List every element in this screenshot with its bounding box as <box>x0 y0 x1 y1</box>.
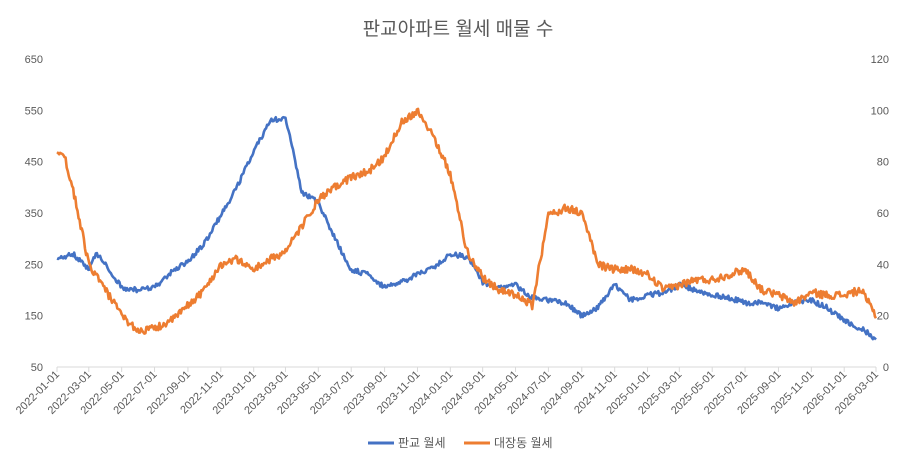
y-left-tick-label: 250 <box>25 259 43 271</box>
series-layer <box>56 107 878 341</box>
legend: 판교 월세 대장동 월세 <box>368 436 553 450</box>
y-right-tick-label: 80 <box>877 157 889 169</box>
y-left-tick-label: 550 <box>25 105 43 117</box>
y-right-tick-label: 40 <box>877 259 889 271</box>
y-right-tick-label: 0 <box>883 362 889 374</box>
y-left-tick-label: 50 <box>31 362 43 374</box>
y-right-tick-label: 60 <box>877 208 889 220</box>
y-right-tick-label: 120 <box>871 54 889 66</box>
series-line-2 <box>56 107 878 335</box>
axes: 501502503504505506500204060801001202022-… <box>14 54 889 417</box>
y-left-tick-label: 150 <box>25 311 43 323</box>
y-right-tick-label: 20 <box>877 311 889 323</box>
y-left-tick-label: 650 <box>25 54 43 66</box>
legend-label-1: 판교 월세 <box>398 436 446 450</box>
chart-title: 판교아파트 월세 매물 수 <box>363 18 554 40</box>
y-right-tick-label: 100 <box>871 105 889 117</box>
y-left-tick-label: 350 <box>25 208 43 220</box>
series-line-1 <box>56 115 877 341</box>
y-left-tick-label: 450 <box>25 157 43 169</box>
legend-label-2: 대장동 월세 <box>494 436 553 450</box>
